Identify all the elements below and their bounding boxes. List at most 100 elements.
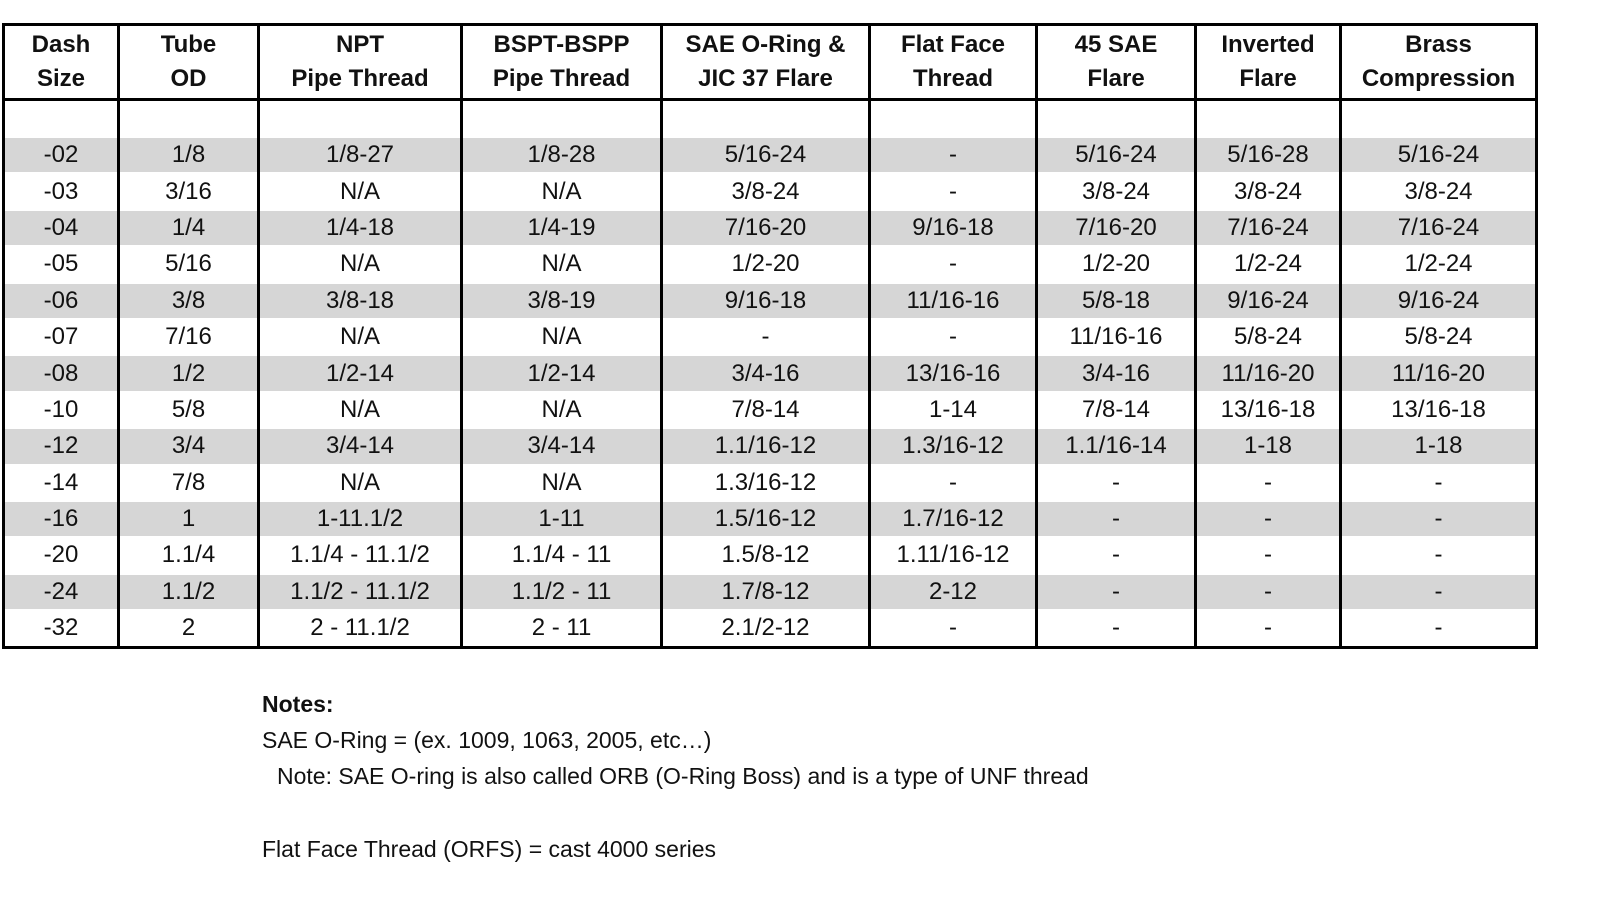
table-cell: 11/16-16 — [1035, 318, 1197, 356]
table-row: -16 1 1-11.1/2 1-11 1.5/16-12 1.7/16-12- - - — [2, 500, 1538, 538]
table-row: -24 1.1/2 1.1/2 - 11.1/2 1.1/2 - 11 1.7/8-12… — [2, 573, 1538, 611]
table-cell: N/A — [257, 173, 463, 210]
table-cell: -32 — [2, 610, 120, 648]
table-cell: - — [1035, 573, 1197, 611]
column-header-line: SAE O-Ring & — [685, 31, 846, 58]
column-header-line: Size — [36, 65, 86, 92]
table-cell: 1/4-18 — [257, 209, 463, 247]
table-cell: 5/16-28 — [1194, 137, 1342, 174]
notes-title: Notes: — [262, 691, 334, 717]
table-cell: 1/2-20 — [1035, 246, 1197, 283]
note-orb: Note: SAE O-ring is also called ORB (O-R… — [277, 763, 1089, 789]
table-row: -03 3/16 N/A N/A 3/8-24-3/8-24 3/8-24 3/8-24 — [2, 173, 1538, 210]
table-cell: -05 — [2, 246, 120, 283]
table-cell: N/A — [460, 464, 663, 501]
table-cell: 3/16 — [117, 173, 260, 210]
table-cell: 1/2-14 — [257, 355, 463, 392]
table-cell: 13/16-18 — [1194, 391, 1342, 429]
table-cell: -20 — [2, 537, 120, 574]
table-cell: 1-14 — [868, 391, 1038, 429]
table-cell: 9/16-18 — [660, 282, 871, 319]
table-row: -20 1.1/4 1.1/4 - 11.1/2 1.1/4 - 11 1.5/8-12… — [2, 537, 1538, 574]
table-cell: 1.5/16-12 — [660, 500, 871, 538]
table-cell: 5/8-24 — [1194, 318, 1342, 356]
table-row: -05 5/16 N/A N/A 1/2-20-1/2-20 1/2-24 1/2-24 — [2, 246, 1538, 283]
table-cell: - — [1035, 610, 1197, 648]
table-cell: 3/8-24 — [1035, 173, 1197, 210]
table-cell: 1/2-24 — [1194, 246, 1342, 283]
table-row: -06 3/8 3/8-18 3/8-19 9/16-18 11/16-16 5/8-18 9… — [2, 282, 1538, 319]
table-cell: 5/16-24 — [1339, 137, 1538, 174]
column-header-line: Flare — [1087, 65, 1145, 92]
table-row: -07 7/16 N/A N/A - -11/16-16 5/8-24 5/8-24 — [2, 318, 1538, 356]
table-cell: 3/8-18 — [257, 282, 463, 319]
table-cell: - — [1339, 537, 1538, 574]
column-header: Flat Face Thread — [868, 24, 1038, 101]
header-row: Dash Size Tube OD NPT Pipe Thread BSPT-BSPP Pip… — [2, 24, 1538, 101]
table-cell: 1/8-28 — [460, 137, 663, 174]
table-cell: 1.3/16-12 — [660, 464, 871, 501]
table-cell: - — [868, 246, 1038, 283]
table-cell: - — [1194, 464, 1342, 501]
table-cell: 1.1/4 - 11 — [460, 537, 663, 574]
table-cell: 7/8-14 — [1035, 391, 1197, 429]
table-cell: 7/8 — [117, 464, 260, 501]
table-cell: 1.1/16-12 — [660, 428, 871, 465]
table-cell: - — [868, 318, 1038, 356]
table-cell: N/A — [257, 318, 463, 356]
table-cell: 3/8-24 — [660, 173, 871, 210]
table-cell: 1.1/2 — [117, 573, 260, 611]
table-cell: - — [1035, 464, 1197, 501]
table-cell: 1.1/2 - 11.1/2 — [257, 573, 463, 611]
table-cell: 7/16-20 — [660, 209, 871, 247]
table-cell: 7/16-24 — [1194, 209, 1342, 247]
table-cell: - — [660, 318, 871, 356]
column-header: Dash Size — [2, 24, 120, 101]
column-header-line: OD — [170, 65, 207, 92]
table-cell: -04 — [2, 209, 120, 247]
table-cell: 7/16-24 — [1339, 209, 1538, 247]
column-header-line: NPT — [336, 31, 384, 58]
note-sae-oring: SAE O-Ring = (ex. 1009, 1063, 2005, etc…… — [262, 727, 712, 753]
table-cell: 3/4 — [117, 428, 260, 465]
table-cell: 2-12 — [868, 573, 1038, 611]
table-cell: 7/16 — [117, 318, 260, 356]
column-header-line: Compression — [1361, 65, 1516, 92]
table-cell: 1.1/16-14 — [1035, 428, 1197, 465]
column-header: Brass Compression — [1339, 24, 1538, 101]
table-cell: 1-18 — [1194, 428, 1342, 465]
table-cell: N/A — [257, 246, 463, 283]
table-cell: 3/4-14 — [460, 428, 663, 465]
table-cell: N/A — [460, 391, 663, 429]
table-cell: - — [1339, 464, 1538, 501]
table-cell: 1.3/16-12 — [868, 428, 1038, 465]
table-cell: 1/2-24 — [1339, 246, 1538, 283]
table-cell: 5/8 — [117, 391, 260, 429]
table-cell: 2 — [117, 610, 260, 648]
table-cell: 1-18 — [1339, 428, 1538, 465]
table-cell: -06 — [2, 282, 120, 319]
table-cell: 1/8-27 — [257, 137, 463, 174]
column-header-line: Flat Face — [900, 31, 1006, 58]
table-cell: 1.1/4 — [117, 537, 260, 574]
column-header-line: Brass — [1405, 31, 1472, 58]
table-cell: - — [868, 464, 1038, 501]
column-header-line: 45 SAE — [1074, 31, 1158, 58]
table-cell: 5/8-24 — [1339, 318, 1538, 356]
table-cell: 7/16-20 — [1035, 209, 1197, 247]
table-cell: 1-11 — [460, 500, 663, 538]
table-cell: 1/2 — [117, 355, 260, 392]
column-header-line: BSPT-BSPP — [493, 31, 630, 58]
table-cell: 1.1/2 - 11 — [460, 573, 663, 611]
table-cell: - — [1194, 500, 1342, 538]
table-cell: 1/2-20 — [660, 246, 871, 283]
table-cell: 2 - 11.1/2 — [257, 610, 463, 648]
table-cell: 11/16-20 — [1339, 355, 1538, 392]
column-header: SAE O-Ring & JIC 37 Flare — [660, 24, 871, 101]
table-cell: N/A — [257, 391, 463, 429]
table-cell: 1/2-14 — [460, 355, 663, 392]
table-cell: 3/8 — [117, 282, 260, 319]
table-cell: -14 — [2, 464, 120, 501]
table-cell: 13/16-18 — [1339, 391, 1538, 429]
table-cell: 3/4-16 — [660, 355, 871, 392]
